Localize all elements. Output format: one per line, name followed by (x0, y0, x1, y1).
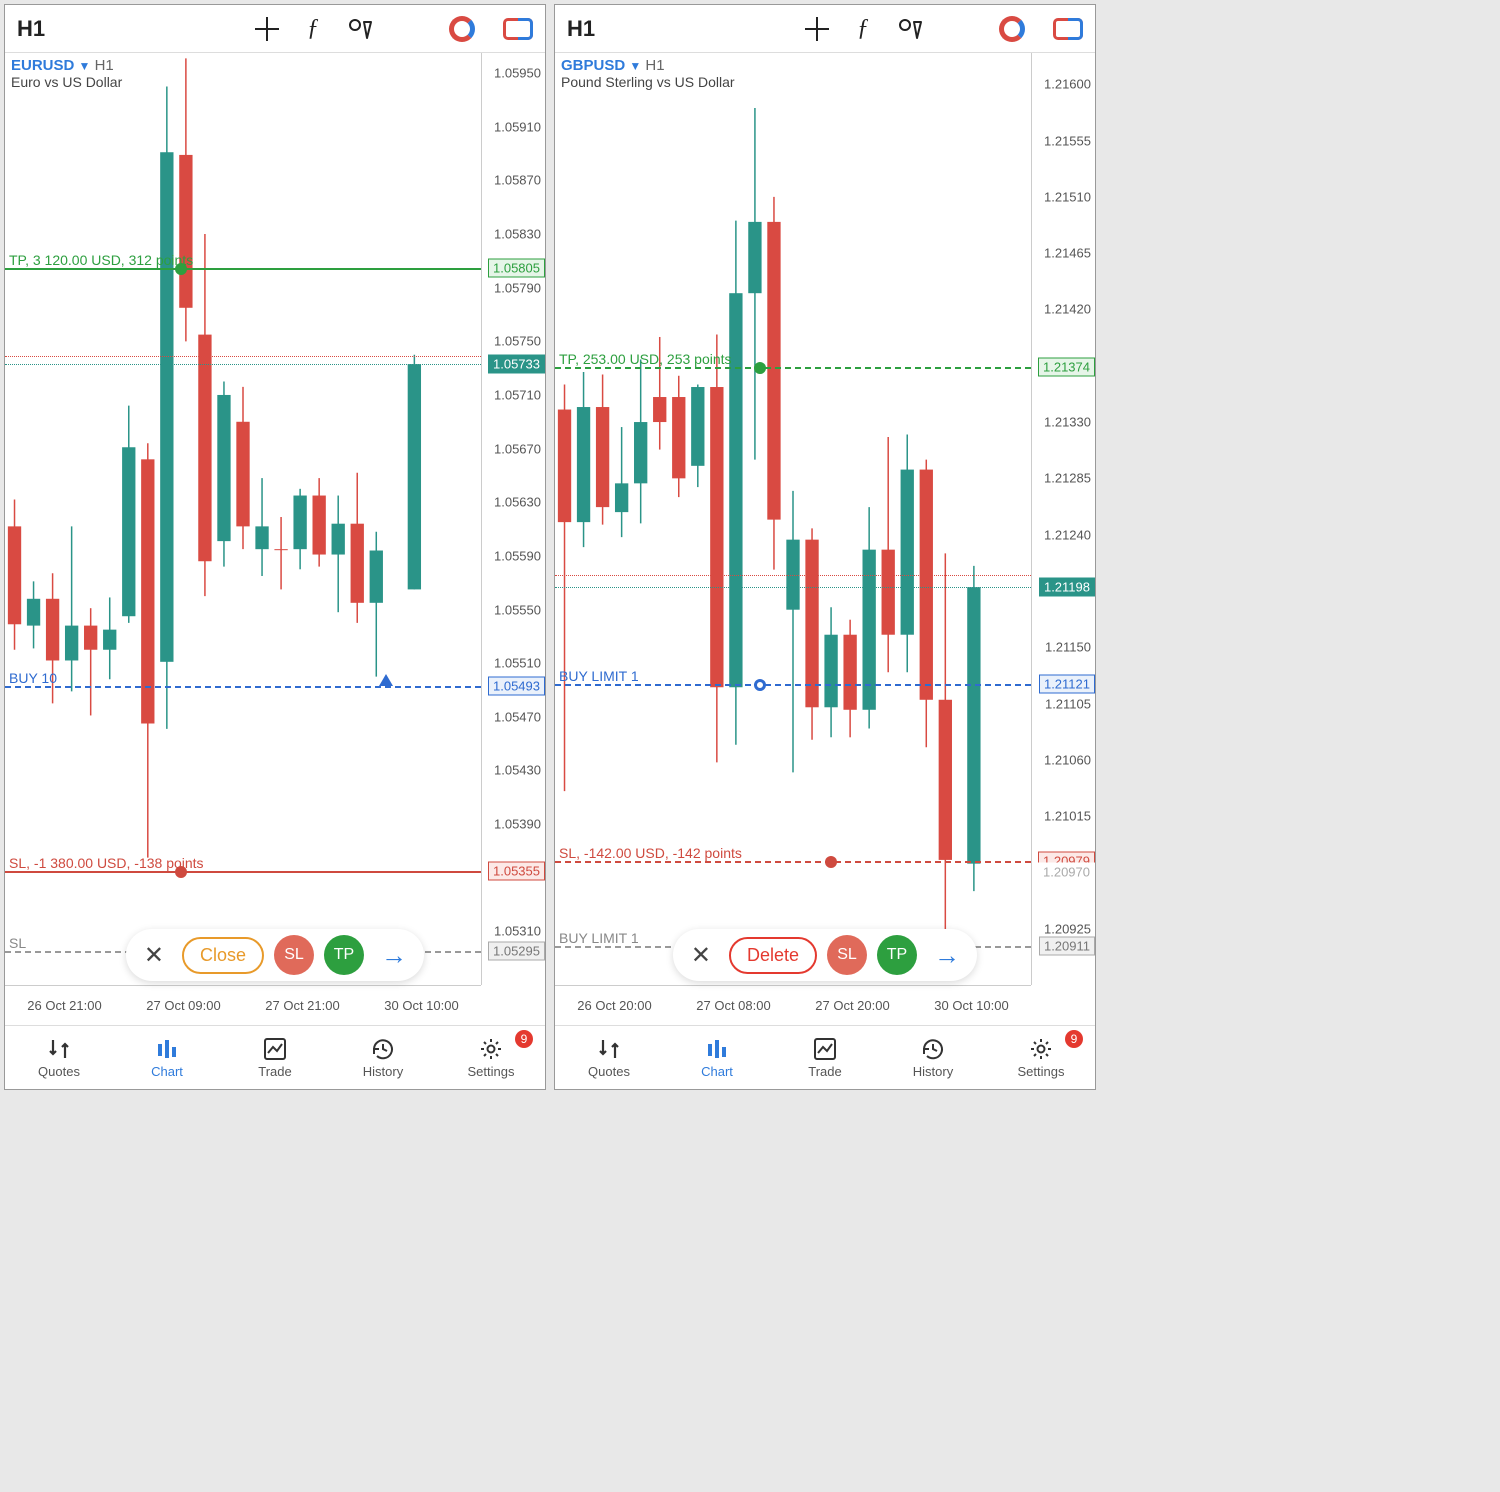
chart-style-icon[interactable] (999, 16, 1025, 42)
trade-icon (812, 1036, 838, 1062)
bottom-nav: QuotesChartTradeHistorySettings9 (555, 1025, 1095, 1089)
settings-badge: 9 (1065, 1030, 1083, 1048)
history-icon (920, 1036, 946, 1062)
price-label: 1.05805 (488, 258, 545, 277)
price-line[interactable] (5, 364, 481, 365)
close-icon[interactable]: ✕ (683, 937, 719, 973)
nav-item-chart[interactable]: Chart (113, 1026, 221, 1089)
chart-icon (154, 1036, 180, 1062)
price-label: 1.05733 (488, 355, 545, 374)
price-line[interactable]: BUY 10 (5, 686, 481, 688)
history-icon (370, 1036, 396, 1062)
price-label: 1.21198 (1039, 578, 1095, 597)
price-line[interactable] (555, 587, 1031, 588)
price-line[interactable]: TP, 3 120.00 USD, 312 points (5, 268, 481, 270)
price-label: 1.21121 (1039, 674, 1095, 693)
sl-button[interactable]: SL (827, 935, 867, 975)
action-bar: ✕ Close SL TP → (126, 929, 424, 981)
x-axis: 26 Oct 21:0027 Oct 09:0027 Oct 21:0030 O… (5, 985, 481, 1025)
tp-button[interactable]: TP (324, 935, 364, 975)
nav-item-chart[interactable]: Chart (663, 1026, 771, 1089)
sl-button[interactable]: SL (274, 935, 314, 975)
symbol-header[interactable]: GBPUSD ▼ H1Pound Sterling vs US Dollar (561, 57, 735, 90)
indicators-icon[interactable]: ƒ (857, 15, 869, 42)
x-axis: 26 Oct 20:0027 Oct 08:0027 Oct 20:0030 O… (555, 985, 1031, 1025)
price-label: 1.05493 (488, 676, 545, 695)
settings-icon (478, 1036, 504, 1062)
settings-icon (1028, 1036, 1054, 1062)
crosshair-icon[interactable] (805, 17, 829, 41)
indicators-icon[interactable]: ƒ (307, 15, 319, 42)
timeframe-label[interactable]: H1 (17, 16, 45, 42)
price-line[interactable] (5, 356, 481, 357)
nav-item-history[interactable]: History (879, 1026, 987, 1089)
nav-item-settings[interactable]: Settings9 (987, 1026, 1095, 1089)
next-icon[interactable]: → (927, 935, 967, 975)
price-label: 1.21374 (1038, 358, 1095, 377)
nav-item-history[interactable]: History (329, 1026, 437, 1089)
nav-item-trade[interactable]: Trade (771, 1026, 879, 1089)
chart-area[interactable]: EURUSD ▼ H1Euro vs US Dollar TP, 3 120.00… (5, 53, 545, 1025)
next-icon[interactable]: → (374, 935, 414, 975)
price-line[interactable]: SL, -1 380.00 USD, -138 points (5, 871, 481, 873)
price-line[interactable]: BUY LIMIT 1 (555, 684, 1031, 686)
price-line[interactable]: TP, 253.00 USD, 253 points (555, 367, 1031, 369)
y-axis: 1.216001.215551.215101.214651.214201.213… (1031, 53, 1095, 985)
nav-item-quotes[interactable]: Quotes (555, 1026, 663, 1089)
chart-style-icon[interactable] (449, 16, 475, 42)
symbol-header[interactable]: EURUSD ▼ H1Euro vs US Dollar (11, 57, 122, 90)
nav-item-quotes[interactable]: Quotes (5, 1026, 113, 1089)
quotes-icon (596, 1036, 622, 1062)
price-line[interactable] (555, 575, 1031, 576)
objects-icon[interactable] (347, 18, 373, 40)
price-label: 1.05295 (488, 942, 545, 961)
price-label: 1.05355 (488, 862, 545, 881)
objects-icon[interactable] (897, 18, 923, 40)
trade-icon (262, 1036, 288, 1062)
nav-item-trade[interactable]: Trade (221, 1026, 329, 1089)
price-line[interactable]: SL, -142.00 USD, -142 points (555, 861, 1031, 863)
settings-badge: 9 (515, 1030, 533, 1048)
crosshair-icon[interactable] (255, 17, 279, 41)
close-icon[interactable]: ✕ (136, 937, 172, 973)
price-label: 1.20911 (1039, 937, 1095, 956)
tp-button[interactable]: TP (877, 935, 917, 975)
bottom-nav: QuotesChartTradeHistorySettings9 (5, 1025, 545, 1089)
action-main-button[interactable]: Close (182, 937, 264, 974)
link-icon[interactable] (1053, 18, 1083, 40)
y-axis: 1.059501.059101.058701.058301.057901.057… (481, 53, 545, 985)
price-label: 1.20970 (1038, 863, 1095, 882)
chart-icon (704, 1036, 730, 1062)
quotes-icon (46, 1036, 72, 1062)
link-icon[interactable] (503, 18, 533, 40)
nav-item-settings[interactable]: Settings9 (437, 1026, 545, 1089)
timeframe-label[interactable]: H1 (567, 16, 595, 42)
action-main-button[interactable]: Delete (729, 937, 817, 974)
action-bar: ✕ Delete SL TP → (673, 929, 977, 981)
chart-area[interactable]: GBPUSD ▼ H1Pound Sterling vs US Dollar TP… (555, 53, 1095, 1025)
